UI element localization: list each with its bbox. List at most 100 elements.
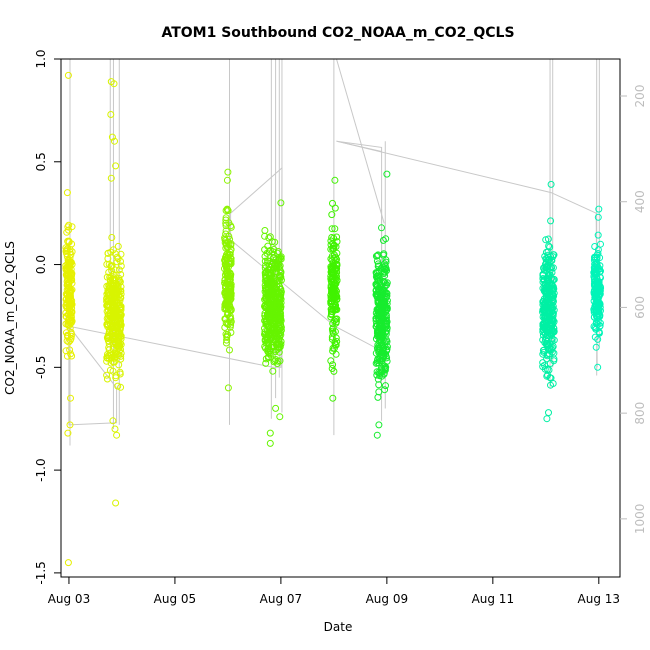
data-point — [117, 271, 125, 278]
data-point — [539, 359, 547, 367]
data-point — [62, 262, 70, 270]
data-point — [331, 341, 339, 349]
data-point — [383, 345, 391, 353]
data-point — [224, 384, 232, 392]
data-point — [270, 246, 278, 253]
data-point — [65, 338, 73, 346]
data-point — [113, 281, 121, 289]
flight-track-line — [336, 58, 385, 224]
data-point — [68, 276, 76, 284]
data-point — [594, 363, 602, 371]
data-point — [382, 382, 389, 390]
data-point — [382, 265, 390, 273]
data-point — [275, 263, 283, 271]
data-point — [224, 290, 232, 297]
right-tick-label: 600 — [633, 296, 647, 319]
data-point — [66, 336, 74, 344]
flight-cluster-2 — [103, 78, 125, 507]
data-point — [112, 282, 120, 290]
data-point — [382, 352, 390, 360]
data-point — [117, 383, 125, 391]
data-point — [592, 325, 600, 333]
data-point — [270, 276, 278, 284]
data-point — [590, 269, 598, 277]
data-point — [223, 176, 231, 184]
data-point — [111, 137, 118, 145]
data-point — [267, 329, 274, 337]
data-point — [266, 439, 274, 447]
data-point — [107, 111, 115, 118]
data-point — [66, 421, 74, 429]
data-point — [276, 357, 284, 365]
data-point — [382, 235, 390, 243]
data-point — [547, 381, 554, 389]
data-point — [332, 315, 340, 323]
data-point — [224, 207, 232, 215]
data-point — [108, 312, 116, 320]
data-point — [64, 559, 72, 567]
data-point — [550, 349, 558, 357]
right-tick-label: 1000 — [633, 504, 647, 535]
data-point — [332, 350, 340, 358]
right-axis: 200 400 600 800 1000 — [620, 85, 647, 535]
data-point — [372, 322, 380, 330]
data-point — [543, 328, 551, 336]
data-point — [375, 388, 383, 396]
data-point — [277, 315, 285, 323]
flight-cluster-6 — [372, 170, 391, 439]
data-point — [66, 261, 73, 269]
data-point — [546, 292, 554, 300]
data-point — [63, 286, 71, 294]
data-point — [375, 381, 383, 389]
data-point — [223, 244, 231, 251]
data-point — [544, 278, 552, 285]
data-point — [277, 288, 285, 296]
data-point — [381, 260, 388, 268]
data-point — [222, 253, 229, 261]
data-point — [332, 243, 340, 251]
data-point — [375, 356, 383, 363]
data-point — [382, 330, 390, 338]
data-point — [543, 304, 551, 312]
data-point — [333, 238, 341, 246]
data-point — [373, 431, 381, 439]
data-point — [593, 279, 601, 287]
data-point — [227, 283, 234, 291]
data-point — [329, 394, 337, 402]
data-point — [116, 368, 124, 376]
data-point — [591, 333, 599, 341]
data-point — [267, 280, 275, 288]
y-tick-label: -1.5 — [34, 561, 48, 584]
data-point — [549, 251, 557, 259]
data-point — [115, 266, 123, 274]
data-point — [382, 258, 390, 266]
data-point — [331, 303, 339, 311]
data-point — [590, 297, 598, 305]
y-tick-label: 0.0 — [34, 255, 48, 274]
data-point — [106, 285, 114, 293]
y-axis: 1.0 0.5 0.0 -0.5 -1.0 -1.5 — [34, 49, 62, 585]
data-point — [227, 257, 235, 265]
data-point — [112, 499, 120, 507]
data-point — [222, 253, 230, 261]
data-point — [109, 323, 117, 331]
data-point — [107, 174, 115, 182]
data-point — [226, 346, 233, 354]
data-point — [330, 254, 338, 262]
data-point — [266, 429, 274, 437]
data-point — [543, 415, 551, 423]
data-point — [332, 275, 340, 283]
data-point — [104, 249, 112, 257]
data-point — [66, 346, 74, 354]
data-point — [117, 262, 125, 270]
data-point — [375, 342, 383, 350]
data-point — [270, 317, 278, 325]
y-tick-label: 1.0 — [34, 49, 48, 68]
flight-cluster-8 — [590, 205, 605, 371]
data-point — [63, 313, 70, 321]
data-point — [542, 305, 550, 313]
data-point — [108, 267, 116, 275]
data-point — [594, 314, 602, 322]
data-point — [227, 254, 234, 262]
data-point — [222, 282, 230, 290]
